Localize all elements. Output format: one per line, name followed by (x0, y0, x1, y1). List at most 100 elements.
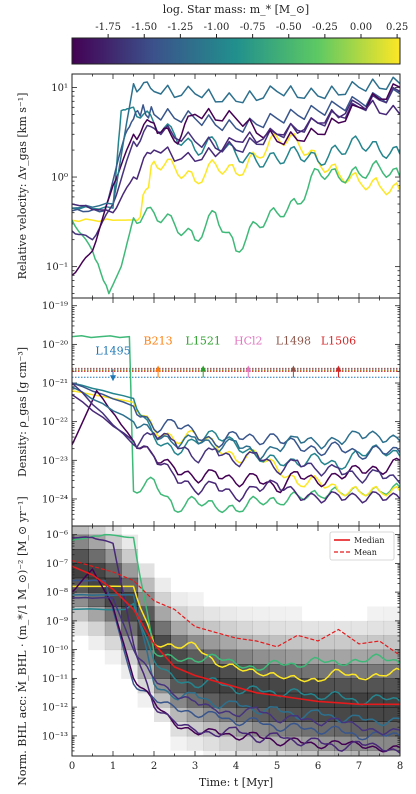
heatmap-cell (104, 577, 122, 593)
heatmap-cell (301, 750, 319, 756)
y-tick-label: 10⁻¹³ (42, 731, 68, 742)
heatmap-cell (236, 750, 253, 756)
colorbar-tick-label: -1.25 (168, 22, 194, 33)
heatmap-cell (88, 549, 106, 564)
x-tick-label: 0 (69, 761, 75, 772)
heatmap-cell (154, 606, 171, 622)
accretion-frame (71, 525, 401, 757)
heatmap-cell (203, 735, 221, 751)
heatmap-cell (350, 635, 368, 651)
density-ylabel: Density: ρ_gas [g cm⁻³] (16, 347, 29, 477)
heatmap-cell (334, 620, 352, 636)
heatmap-cell (137, 592, 155, 607)
median-line (72, 565, 400, 706)
heatmap-cell (72, 592, 89, 607)
heatmap-cell (121, 549, 139, 564)
heatmap-cell (383, 606, 400, 622)
star-trajectory (72, 596, 400, 736)
heatmap-cell (154, 692, 171, 708)
legend-box (329, 531, 395, 561)
y-tick-label: 10⁻⁸ (46, 588, 68, 599)
heatmap-cell (285, 692, 303, 708)
star-trajectory (72, 389, 400, 497)
accretion-panel: 10⁻¹³ 10⁻¹² 10⁻¹¹ 10⁻¹⁰ 10⁻⁹ 10⁻⁸ 10⁻⁷ 10⁻⁶ 0 1 2 3… (42, 526, 403, 772)
y-tick-label: 10⁻¹⁹ (42, 301, 68, 312)
heatmap-cell (186, 635, 204, 651)
heatmap-cell (170, 735, 188, 751)
colorbar-tick-label: 0.00 (350, 22, 372, 33)
heatmap-cell (350, 692, 368, 708)
heatmap-cell (301, 664, 319, 679)
heatmap-cell (383, 620, 400, 636)
heatmap-cell (219, 750, 237, 756)
heatmap-cell (186, 664, 204, 679)
x-tick-label: 2 (151, 761, 157, 772)
heatmap-cell (72, 606, 89, 622)
legend-mean-label: Mean (354, 548, 377, 557)
heatmap-cell (367, 649, 385, 665)
heatmap-cell (88, 620, 106, 636)
heatmap-cell (186, 707, 204, 722)
y-tick-label: 10⁻²⁴ (42, 494, 68, 505)
star-trajectory (72, 585, 400, 683)
heatmap-cell (383, 635, 400, 651)
heatmap-cell (350, 664, 368, 679)
accretion-ylabel: Norm. BHL acc: Ṁ_BHL · (m_*/1 M_⊙)⁻² [M_… (15, 496, 29, 785)
heatmap-cell (301, 635, 319, 651)
cloud-label: L1495 (95, 344, 130, 357)
heatmap-cell (236, 692, 253, 708)
heatmap-cell (203, 664, 221, 679)
heatmap-cell (121, 563, 139, 579)
cloud-label: HCl2 (234, 334, 263, 347)
heatmap-cell (252, 620, 270, 636)
star-trajectory (72, 160, 400, 295)
density-panel: 10⁻²⁴ 10⁻²³ 10⁻²² 10⁻²¹ 10⁻²⁰ 10⁻¹⁹ L1495 B213 L… (42, 298, 401, 527)
heatmap-cell (236, 678, 253, 694)
heatmap-cell (367, 678, 385, 694)
x-tick-label: 7 (356, 761, 362, 772)
y-tick-label: 10¹ (51, 83, 68, 94)
heatmap-cell (236, 735, 253, 751)
heatmap-cell (88, 606, 106, 622)
cloud-arrow (200, 365, 207, 372)
heatmap-cell (219, 635, 237, 651)
heatmap-cell (301, 678, 319, 694)
heatmap-cell (203, 620, 221, 636)
cloud-arrow (110, 375, 116, 382)
heatmap-cell (301, 620, 319, 636)
heatmap-cell (203, 635, 221, 651)
star-trajectory (72, 382, 400, 470)
heatmap-cell (350, 678, 368, 694)
y-tick-label: 10⁻¹¹ (42, 674, 68, 685)
heatmap-cell (203, 692, 221, 708)
heatmap-cell (383, 678, 400, 694)
y-tick-label: 10⁻²⁰ (42, 340, 68, 351)
heatmap-cell (252, 678, 270, 694)
heatmap-cell (318, 750, 335, 756)
heatmap-cell (154, 664, 171, 679)
heatmap-cell (367, 620, 385, 636)
y-tick-label: 10⁻⁶ (46, 530, 68, 541)
x-tick-label: 6 (315, 761, 321, 772)
heatmap-cell (334, 649, 352, 665)
heatmap-cell (318, 692, 335, 708)
heatmap-cell (186, 649, 204, 665)
x-tick-label: 8 (397, 761, 403, 772)
heatmap-cell (170, 678, 188, 694)
star-trajectory (72, 382, 400, 484)
density-heatmap (72, 526, 400, 756)
x-tick-label: 4 (233, 761, 239, 772)
heatmap-cell (285, 635, 303, 651)
heatmap-cell (186, 620, 204, 636)
heatmap-cell (219, 606, 237, 622)
star-trajectory (72, 393, 400, 504)
x-tick-label: 5 (274, 761, 280, 772)
colorbar-tick-label: -1.00 (204, 22, 230, 33)
heatmap-cell (383, 735, 400, 751)
heatmap-cell (104, 534, 122, 550)
heatmap-cell (186, 678, 204, 694)
y-tick-label: 10⁻⁹ (46, 616, 68, 627)
y-tick-label: 10⁻²¹ (42, 379, 68, 390)
heatmap-cell (154, 592, 171, 607)
